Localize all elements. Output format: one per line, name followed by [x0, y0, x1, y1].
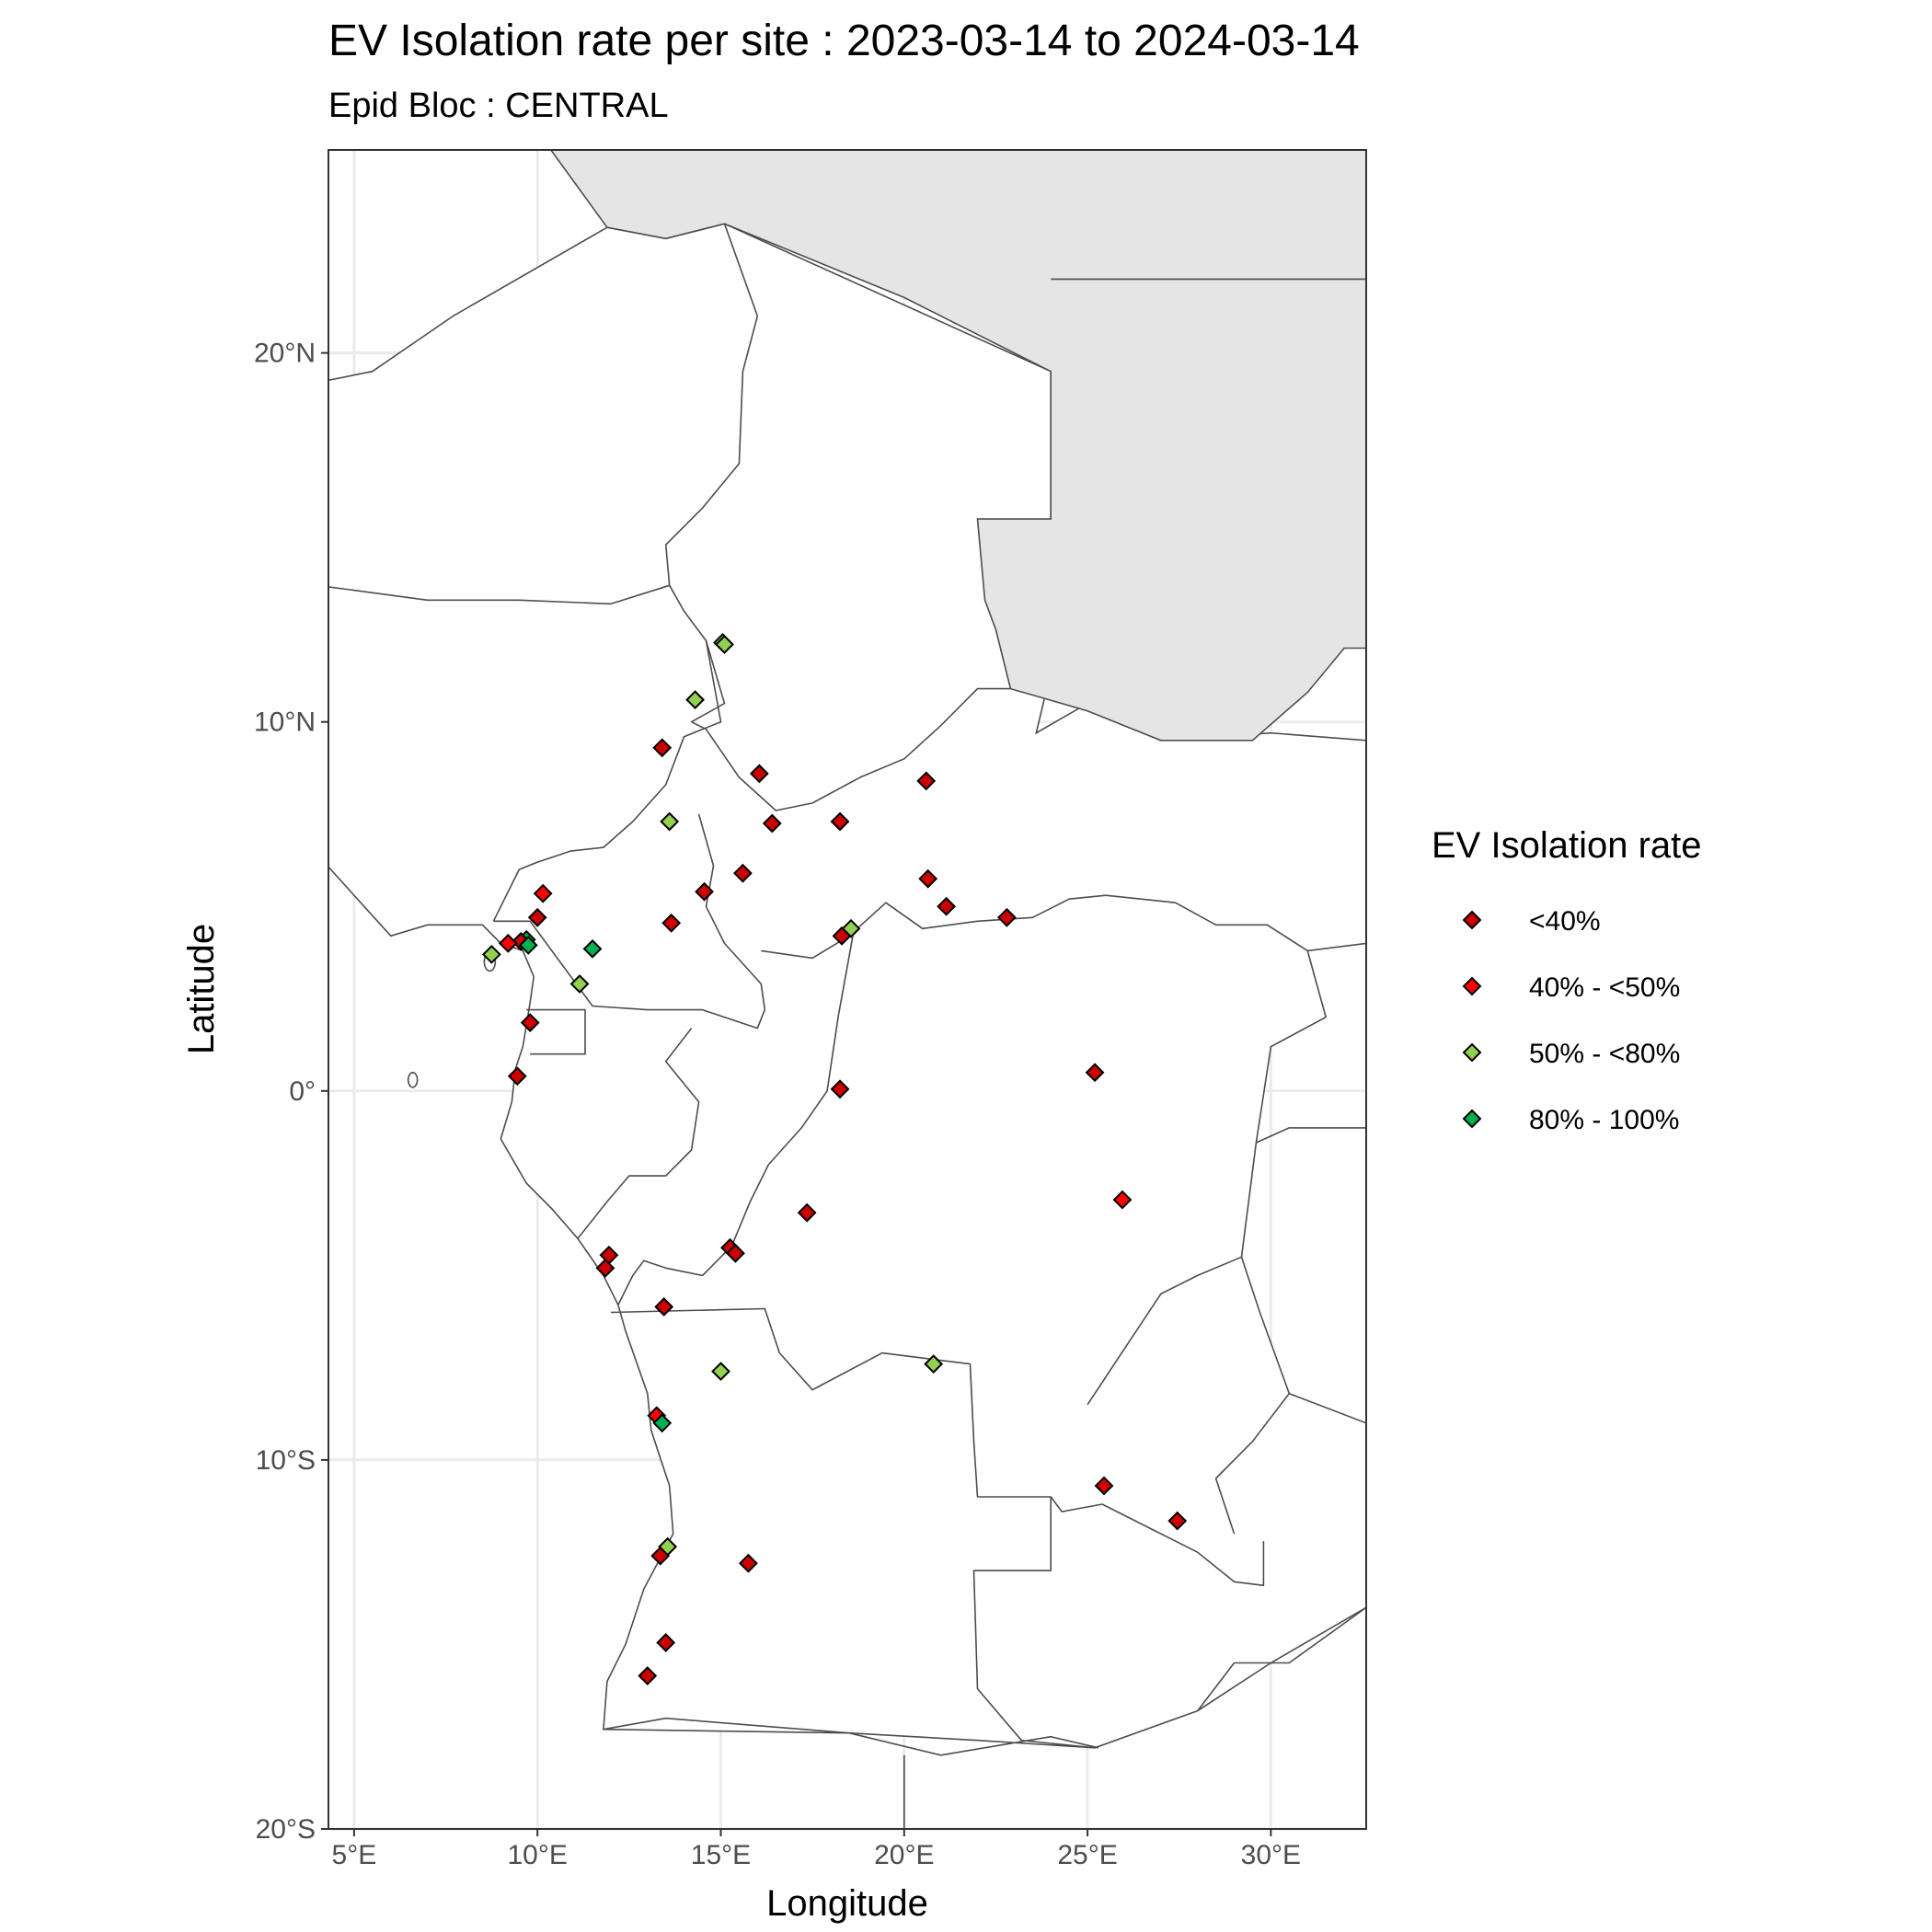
country-border: [697, 813, 766, 1010]
y-axis-title: Latitude: [181, 924, 222, 1054]
site-marker: [595, 1258, 615, 1278]
site-marker: [711, 1362, 730, 1382]
site-marker: [830, 811, 850, 832]
site-marker: [937, 896, 957, 916]
country-border: [1214, 1393, 1290, 1535]
site-marker: [738, 1553, 758, 1573]
country-border: [617, 936, 854, 1305]
legend-key-40to50: [1462, 976, 1482, 996]
site-marker: [507, 1066, 527, 1087]
legend-label-80to100: 80% - 100%: [1529, 1105, 1679, 1135]
chart-title: EV Isolation rate per site : 2023-03-14 …: [328, 17, 1360, 65]
site-marker: [569, 974, 590, 994]
site-marker: [762, 813, 782, 834]
site-marker: [533, 883, 553, 903]
site-marker: [520, 1013, 540, 1033]
site-marker: [924, 1354, 944, 1374]
site-marker: [1094, 1476, 1114, 1496]
site-marker: [481, 944, 501, 964]
legend: EV Isolation rate <40% 40% - <50% 50% - <8…: [1432, 825, 1702, 1135]
x-tick-label: 25°E: [1057, 1840, 1117, 1870]
chart-subtitle: Epid Bloc : CENTRAL: [328, 86, 669, 125]
site-marker: [638, 1666, 658, 1685]
legend-label-50to80: 50% - <80%: [1529, 1039, 1680, 1069]
site-marker: [916, 771, 937, 791]
map-axes: 5°E 10°E 15°E 20°E 25°E 30°E 20°N 10°N 0° 10°S 20°…: [254, 339, 1301, 1870]
site-marker: [582, 938, 603, 959]
site-marker: [685, 690, 706, 710]
legend-label-40to50: 40% - <50%: [1529, 972, 1680, 1003]
x-tick-label: 20°E: [874, 1840, 934, 1870]
country-border: [610, 1307, 1265, 1587]
site-marker: [661, 913, 682, 933]
x-axis-title: Longitude: [766, 1883, 928, 1924]
y-tick-label: 20°N: [254, 339, 316, 369]
map-panel-border: [328, 149, 1367, 1830]
site-marker: [656, 1633, 676, 1652]
site-marker: [498, 933, 518, 953]
site-marker: [797, 1202, 817, 1223]
country-border: [577, 1028, 700, 1239]
legend-key-lt40: [1462, 910, 1482, 930]
country-border: [328, 584, 722, 922]
site-marker: [726, 1243, 745, 1263]
country-border: [1197, 1606, 1366, 1712]
legend-key-80to100: [1462, 1109, 1482, 1129]
site-markers: [481, 633, 1188, 1685]
legend-label-lt40: <40%: [1529, 906, 1601, 937]
y-tick-label: 0°: [289, 1076, 316, 1107]
country-border: [526, 1008, 586, 1055]
legend-key-50to80: [1462, 1042, 1482, 1063]
country-border: [493, 920, 766, 1029]
site-marker: [652, 738, 673, 758]
legend-title: EV Isolation rate: [1432, 825, 1702, 866]
site-marker: [660, 811, 680, 832]
site-marker: [518, 935, 538, 955]
site-marker: [832, 926, 852, 946]
country-border: [1256, 1127, 1366, 1144]
site-marker: [830, 1079, 850, 1099]
x-tick-label: 5°E: [332, 1840, 377, 1870]
site-marker: [695, 881, 714, 902]
site-marker: [654, 1297, 674, 1317]
site-marker: [1085, 1063, 1105, 1083]
y-tick-label: 10°N: [254, 707, 316, 738]
x-tick-label: 30°E: [1241, 1840, 1301, 1870]
country-border: [690, 640, 1011, 811]
x-tick-label: 15°E: [691, 1840, 751, 1870]
site-marker: [1167, 1511, 1188, 1531]
site-marker: [527, 907, 547, 927]
site-marker: [996, 907, 1017, 927]
country-border: [1087, 1256, 1242, 1406]
country-border: [972, 1497, 1096, 1749]
y-tick-label: 20°S: [256, 1814, 316, 1845]
site-marker: [732, 863, 753, 883]
site-marker: [652, 1413, 673, 1433]
country-border: [664, 223, 759, 586]
site-marker: [650, 1546, 671, 1566]
site-marker: [918, 868, 938, 889]
site-marker: [715, 635, 734, 654]
y-tick-label: 10°S: [256, 1445, 316, 1476]
country-border: [603, 1717, 1099, 1756]
site-marker: [749, 764, 769, 784]
x-tick-label: 10°E: [507, 1840, 567, 1870]
site-marker: [1112, 1190, 1133, 1210]
